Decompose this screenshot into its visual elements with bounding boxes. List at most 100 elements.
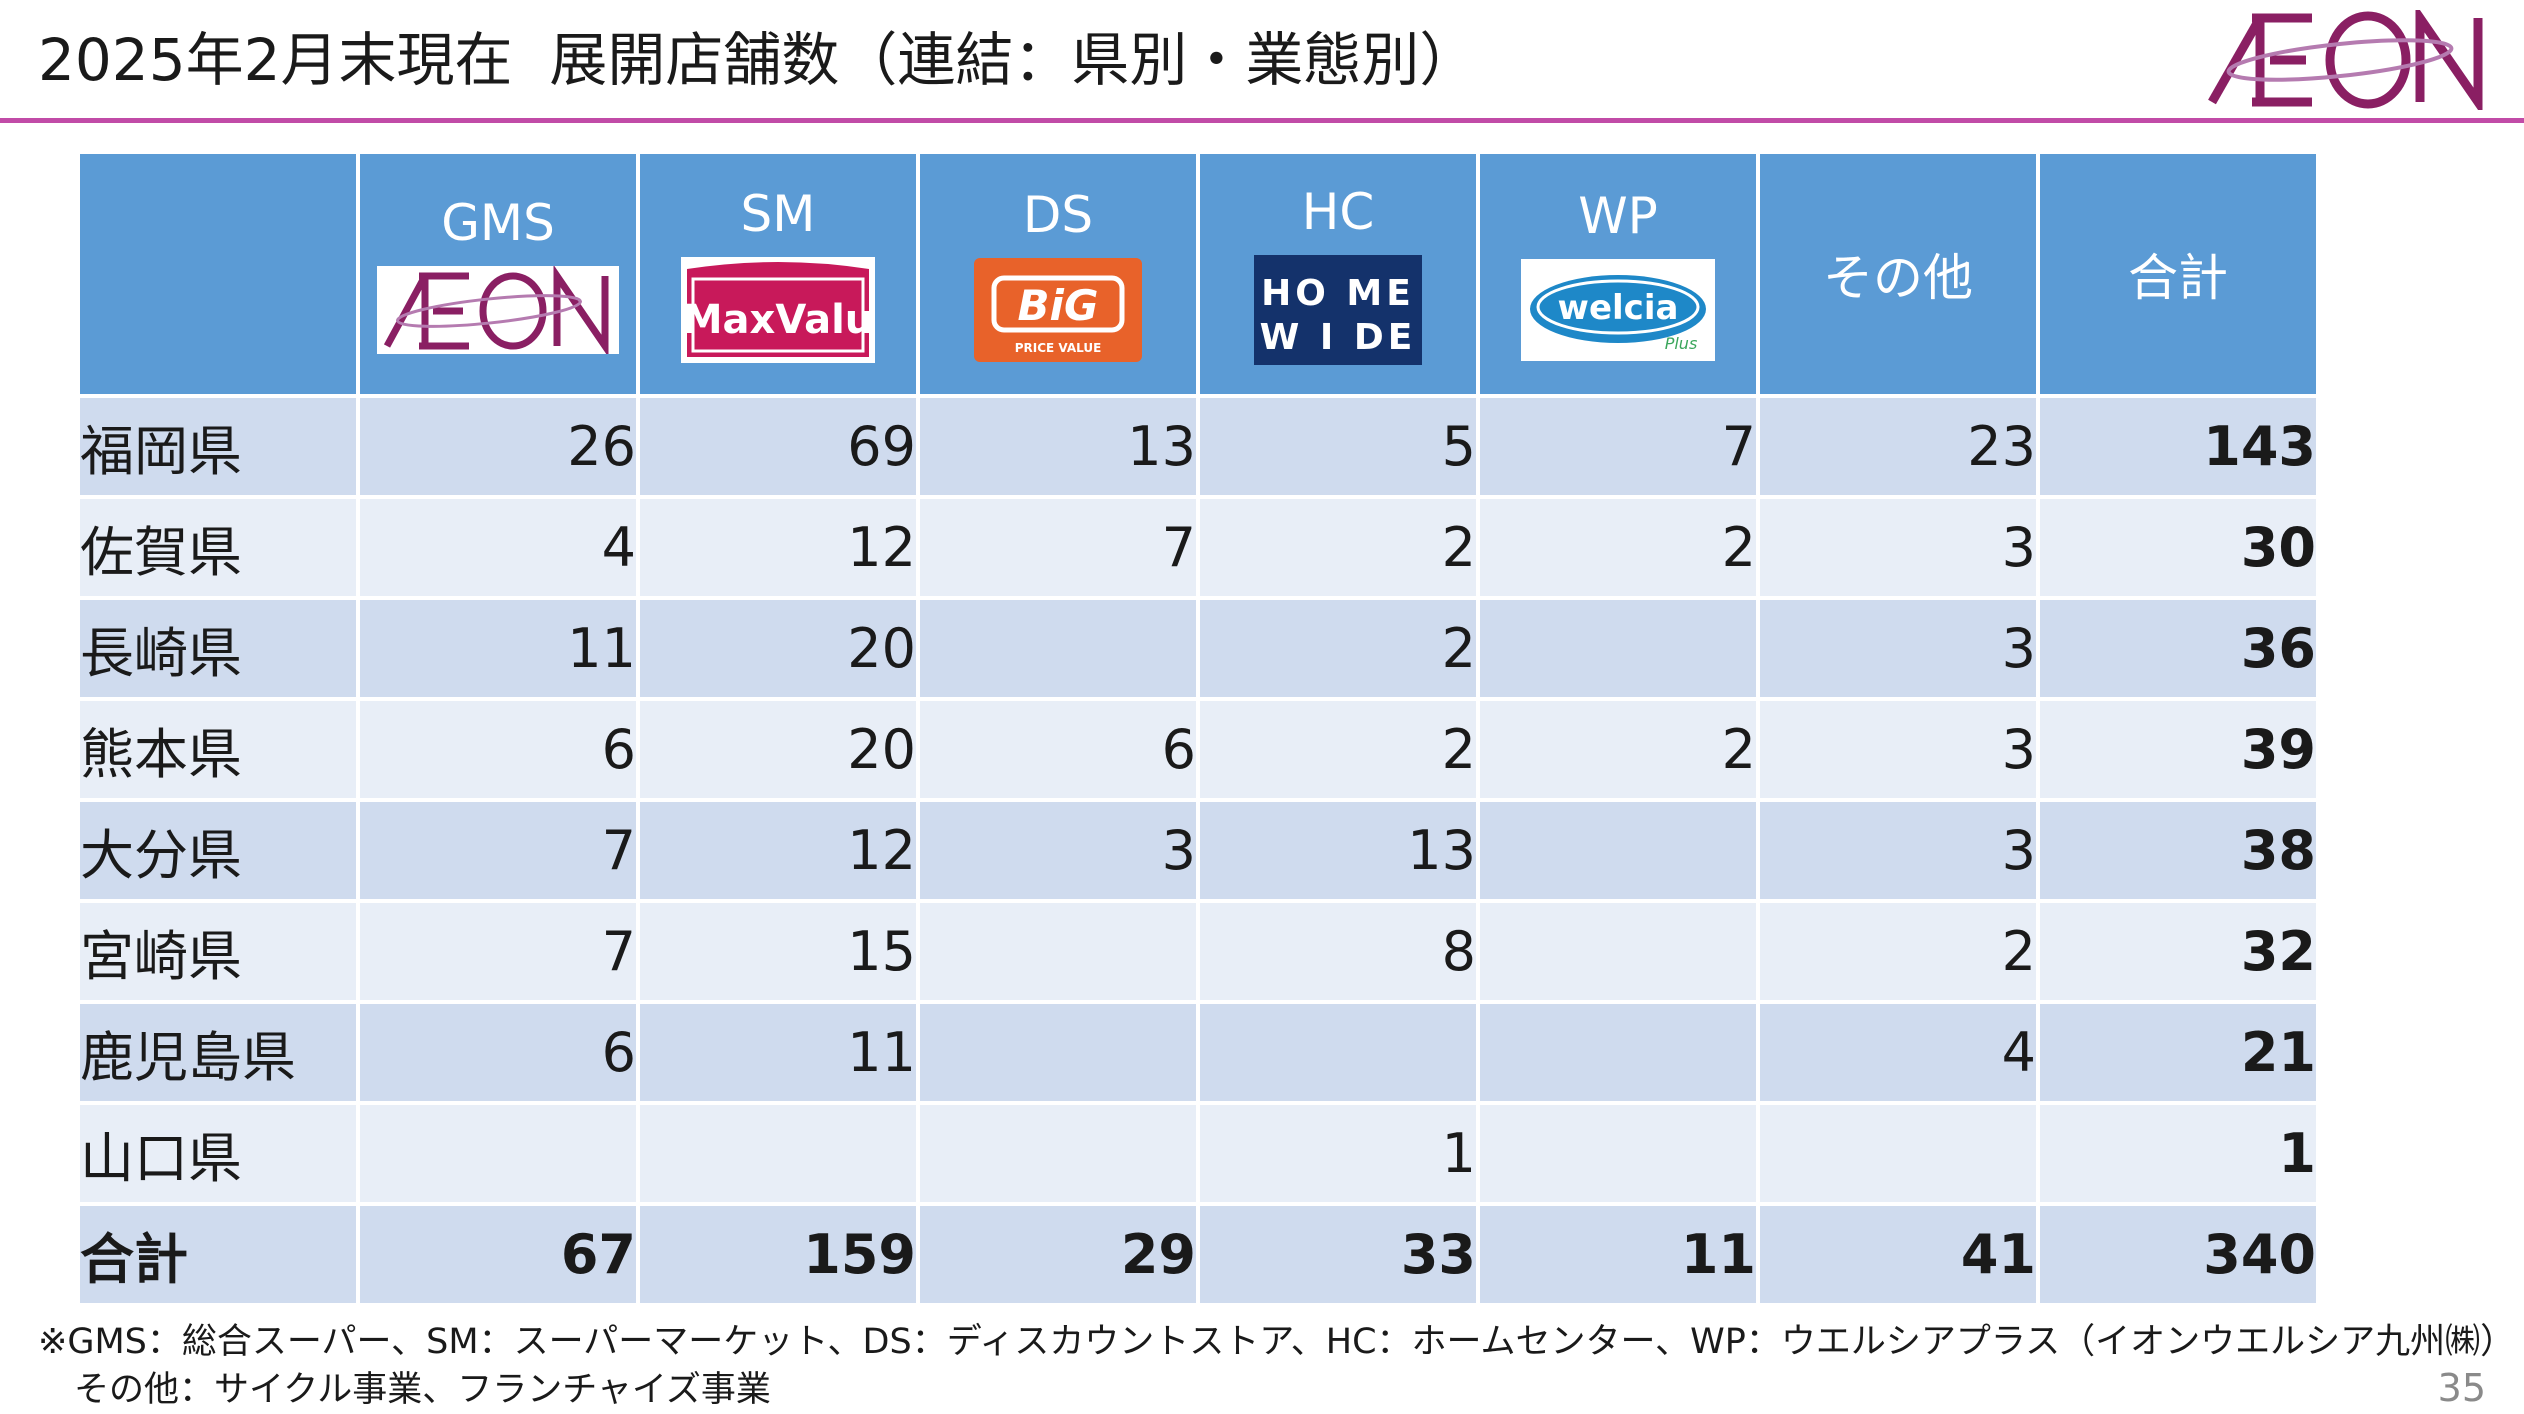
page-title: 2025年2月末現在 展開店舗数（連結：県別・業態別） bbox=[38, 26, 1478, 94]
wp-cell bbox=[1480, 1004, 1756, 1101]
header-other: その他 bbox=[1760, 154, 2036, 394]
hc-cell: 8 bbox=[1200, 903, 1476, 1000]
hc-cell: 13 bbox=[1200, 802, 1476, 899]
total-cell: 1 bbox=[2040, 1105, 2316, 1202]
other-total-cell: 41 bbox=[1760, 1206, 2036, 1303]
table-row: 長崎県 11 20 2 3 36 bbox=[80, 600, 2316, 697]
header-ds: DS BiG PRICE VALUE bbox=[920, 154, 1196, 394]
table-row: 熊本県 6 20 6 2 2 3 39 bbox=[80, 701, 2316, 798]
other-cell: 3 bbox=[1760, 802, 2036, 899]
maxvalu-logo: MaxValu bbox=[681, 257, 875, 363]
sm-cell: 20 bbox=[640, 701, 916, 798]
other-cell bbox=[1760, 1105, 2036, 1202]
other-cell: 3 bbox=[1760, 499, 2036, 596]
header-wp: WP welcia Plus bbox=[1480, 154, 1756, 394]
table-total-row: 合計 67 159 29 33 11 41 340 bbox=[80, 1206, 2316, 1303]
wp-cell bbox=[1480, 1105, 1756, 1202]
gms-cell: 6 bbox=[360, 701, 636, 798]
gms-cell bbox=[360, 1105, 636, 1202]
other-cell: 3 bbox=[1760, 600, 2036, 697]
gms-total-cell: 67 bbox=[360, 1206, 636, 1303]
ds-cell bbox=[920, 600, 1196, 697]
table-row: 山口県 1 1 bbox=[80, 1105, 2316, 1202]
welcia-logo-text: welcia bbox=[1558, 288, 1679, 328]
footnote-line-1: ※GMS：総合スーパー、SM：スーパーマーケット、DS：ディスカウントストア、H… bbox=[38, 1322, 2516, 1362]
table-row: 宮崎県 7 15 8 2 32 bbox=[80, 903, 2316, 1000]
wp-cell bbox=[1480, 600, 1756, 697]
welcia-logo-subtext: Plus bbox=[1665, 334, 1698, 353]
other-cell: 2 bbox=[1760, 903, 2036, 1000]
prefecture-cell: 長崎県 bbox=[80, 600, 356, 697]
prefecture-cell: 佐賀県 bbox=[80, 499, 356, 596]
footnote-line-2: その他：サイクル事業、フランチャイズ事業 bbox=[74, 1370, 771, 1410]
sm-cell: 12 bbox=[640, 802, 916, 899]
total-cell: 36 bbox=[2040, 600, 2316, 697]
maxvalu-logo-text: MaxValu bbox=[683, 297, 874, 343]
table-header-row: GMS SM bbox=[80, 154, 2316, 394]
other-cell: 3 bbox=[1760, 701, 2036, 798]
page-number: 35 bbox=[2437, 1366, 2486, 1410]
prefecture-cell: 山口県 bbox=[80, 1105, 356, 1202]
ds-cell: 3 bbox=[920, 802, 1196, 899]
aeon-logo bbox=[377, 266, 619, 354]
header-blank-cell bbox=[80, 154, 356, 394]
sm-cell: 15 bbox=[640, 903, 916, 1000]
welcia-logo: welcia Plus bbox=[1521, 259, 1715, 361]
header-label: GMS bbox=[441, 194, 555, 252]
table-row: 大分県 7 12 3 13 3 38 bbox=[80, 802, 2316, 899]
hc-cell: 2 bbox=[1200, 600, 1476, 697]
other-cell: 23 bbox=[1760, 398, 2036, 495]
hc-cell: 2 bbox=[1200, 499, 1476, 596]
ds-cell bbox=[920, 903, 1196, 1000]
header-label: 合計 bbox=[2128, 249, 2228, 307]
footnote: ※GMS：総合スーパー、SM：スーパーマーケット、DS：ディスカウントストア、H… bbox=[38, 1318, 2515, 1414]
big-logo: BiG PRICE VALUE bbox=[974, 258, 1142, 362]
wp-cell bbox=[1480, 903, 1756, 1000]
sm-total-cell: 159 bbox=[640, 1206, 916, 1303]
hc-cell: 2 bbox=[1200, 701, 1476, 798]
header-total: 合計 bbox=[2040, 154, 2316, 394]
aeon-brand-logo bbox=[2208, 10, 2483, 110]
ds-cell: 7 bbox=[920, 499, 1196, 596]
ds-cell: 6 bbox=[920, 701, 1196, 798]
total-cell: 32 bbox=[2040, 903, 2316, 1000]
ds-cell bbox=[920, 1004, 1196, 1101]
table-row: 佐賀県 4 12 7 2 2 3 30 bbox=[80, 499, 2316, 596]
svg-text:HO ME: HO ME bbox=[1261, 273, 1415, 314]
table-row: 福岡県 26 69 13 5 7 23 143 bbox=[80, 398, 2316, 495]
header-sm: SM MaxValu bbox=[640, 154, 916, 394]
header-label: HC bbox=[1301, 183, 1375, 241]
gms-cell: 7 bbox=[360, 903, 636, 1000]
hc-cell: 5 bbox=[1200, 398, 1476, 495]
wp-cell: 2 bbox=[1480, 701, 1756, 798]
sm-cell: 12 bbox=[640, 499, 916, 596]
prefecture-cell: 宮崎県 bbox=[80, 903, 356, 1000]
header-label: WP bbox=[1578, 187, 1658, 245]
gms-cell: 7 bbox=[360, 802, 636, 899]
total-cell: 143 bbox=[2040, 398, 2316, 495]
sm-cell: 69 bbox=[640, 398, 916, 495]
grand-total-cell: 340 bbox=[2040, 1206, 2316, 1303]
ds-cell bbox=[920, 1105, 1196, 1202]
gms-cell: 4 bbox=[360, 499, 636, 596]
homewide-logo: HO ME W I DE bbox=[1254, 255, 1422, 365]
total-cell: 39 bbox=[2040, 701, 2316, 798]
header-label: SM bbox=[740, 185, 816, 243]
prefecture-cell: 大分県 bbox=[80, 802, 356, 899]
hc-cell bbox=[1200, 1004, 1476, 1101]
sm-cell: 11 bbox=[640, 1004, 916, 1101]
prefecture-cell: 熊本県 bbox=[80, 701, 356, 798]
prefecture-cell: 福岡県 bbox=[80, 398, 356, 495]
gms-cell: 11 bbox=[360, 600, 636, 697]
header-label: DS bbox=[1022, 186, 1094, 244]
svg-text:W I DE: W I DE bbox=[1260, 317, 1417, 358]
total-cell: 38 bbox=[2040, 802, 2316, 899]
sm-cell: 20 bbox=[640, 600, 916, 697]
gms-cell: 26 bbox=[360, 398, 636, 495]
big-logo-text: BiG bbox=[1018, 281, 1099, 330]
hc-cell: 1 bbox=[1200, 1105, 1476, 1202]
table-row: 鹿児島県 6 11 4 21 bbox=[80, 1004, 2316, 1101]
wp-total-cell: 11 bbox=[1480, 1206, 1756, 1303]
hc-total-cell: 33 bbox=[1200, 1206, 1476, 1303]
wp-cell: 7 bbox=[1480, 398, 1756, 495]
